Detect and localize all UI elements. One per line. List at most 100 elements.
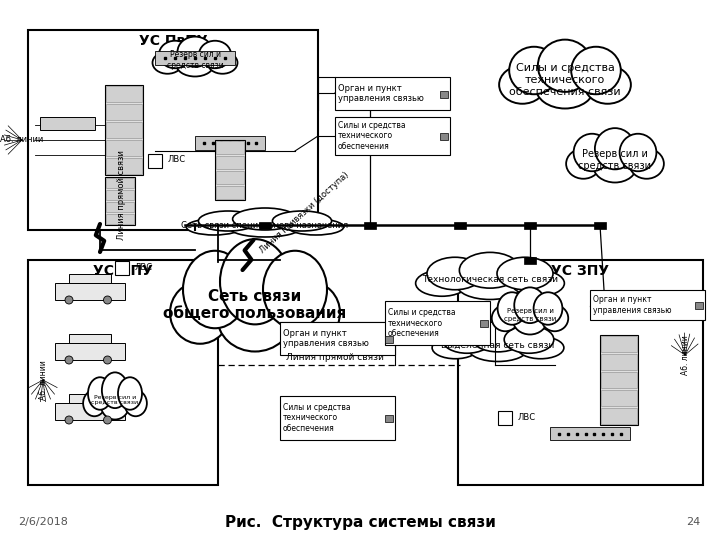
Bar (454, 221, 466, 228)
Ellipse shape (471, 322, 525, 352)
Ellipse shape (499, 66, 546, 104)
Ellipse shape (469, 337, 528, 361)
Bar (600, 335, 638, 425)
Bar (195, 136, 265, 150)
Ellipse shape (514, 287, 546, 323)
Bar (106, 122, 142, 138)
Ellipse shape (498, 292, 526, 325)
Ellipse shape (102, 373, 128, 408)
Bar (601, 408, 637, 424)
Bar (148, 154, 162, 168)
Bar (106, 158, 142, 174)
Text: Резерв сил и
средств связи: Резерв сил и средств связи (167, 50, 223, 70)
Ellipse shape (541, 305, 568, 331)
Bar (364, 221, 376, 228)
Bar (601, 336, 637, 352)
Ellipse shape (442, 326, 492, 353)
Bar (601, 390, 637, 406)
Text: Рис.  Структура системы связи: Рис. Структура системы связи (225, 515, 495, 530)
Text: Силы и средства
технического
обеспечения: Силы и средства технического обеспечения (338, 121, 405, 151)
Text: УС ЗПУ: УС ЗПУ (552, 264, 610, 278)
Bar (55, 403, 125, 420)
Text: Сеть связи специального назначения: Сеть связи специального назначения (181, 220, 348, 230)
Ellipse shape (280, 282, 340, 344)
Ellipse shape (512, 270, 564, 296)
Ellipse shape (159, 40, 191, 68)
Bar (216, 156, 244, 169)
Bar (590, 290, 705, 320)
Ellipse shape (534, 292, 562, 325)
Bar (115, 261, 129, 275)
Bar (458, 260, 703, 485)
Bar (69, 334, 111, 343)
Text: ЛВС: ЛВС (168, 156, 186, 165)
Text: УС ППУ: УС ППУ (93, 264, 153, 278)
Bar (216, 141, 244, 154)
Bar (28, 260, 218, 485)
Ellipse shape (88, 377, 112, 410)
Ellipse shape (263, 251, 327, 328)
Circle shape (104, 356, 112, 364)
Bar (216, 171, 244, 184)
Text: ЛВС: ЛВС (518, 414, 536, 422)
Bar (385, 335, 393, 342)
Bar (601, 372, 637, 388)
Ellipse shape (432, 337, 479, 359)
Bar (695, 302, 703, 309)
Bar (106, 86, 142, 102)
Ellipse shape (518, 337, 564, 359)
Bar (550, 427, 630, 440)
Ellipse shape (125, 390, 147, 416)
Ellipse shape (574, 134, 611, 171)
Ellipse shape (186, 219, 242, 235)
Ellipse shape (101, 390, 130, 420)
Bar (106, 140, 142, 156)
Bar (106, 104, 142, 120)
Text: Аб. линии: Аб. линии (38, 360, 48, 400)
Ellipse shape (459, 252, 521, 288)
Bar (440, 133, 448, 140)
Ellipse shape (536, 66, 595, 109)
Bar (105, 85, 143, 175)
Bar (69, 274, 111, 283)
Bar (106, 190, 134, 200)
Bar (385, 415, 393, 422)
Ellipse shape (415, 270, 468, 296)
Bar (215, 140, 245, 200)
Bar (40, 117, 95, 130)
Bar (440, 91, 448, 98)
Circle shape (104, 296, 112, 304)
Ellipse shape (178, 37, 212, 67)
Ellipse shape (183, 251, 247, 328)
Circle shape (65, 356, 73, 364)
Text: Силы и средства
технического
обеспечения связи: Силы и средства технического обеспечения… (509, 63, 621, 97)
Text: Аб. линии: Аб. линии (1, 136, 44, 145)
Ellipse shape (492, 305, 518, 331)
Bar (601, 354, 637, 370)
Circle shape (65, 296, 73, 304)
Bar (55, 283, 125, 300)
Bar (106, 202, 134, 212)
Bar (105, 177, 135, 225)
Text: 24: 24 (685, 517, 700, 527)
Ellipse shape (629, 148, 664, 179)
Ellipse shape (176, 52, 214, 77)
Text: Линия прямой связи: Линия прямой связи (286, 353, 384, 362)
Text: Силы и средства
технического
обеспечения: Силы и средства технического обеспечения (388, 308, 456, 338)
Text: Выделенная сеть связи: Выделенная сеть связи (441, 341, 554, 349)
Ellipse shape (288, 219, 343, 235)
Bar (69, 394, 111, 403)
Text: Резерв сил и
средств связи: Резерв сил и средств связи (578, 149, 652, 171)
Ellipse shape (217, 282, 293, 352)
Ellipse shape (538, 39, 592, 92)
Bar (106, 214, 134, 224)
Text: Силы и средства
технического
обеспечения: Силы и средства технического обеспечения (283, 403, 351, 433)
Text: Линия прямой связи: Линия прямой связи (117, 150, 127, 240)
Bar (498, 411, 512, 425)
Ellipse shape (497, 257, 553, 290)
Text: Орган и пункт
управления связью: Орган и пункт управления связью (283, 329, 369, 348)
Text: Резерв сил и
средств связи: Резерв сил и средств связи (504, 308, 556, 321)
Ellipse shape (427, 257, 483, 290)
Bar (216, 186, 244, 199)
Ellipse shape (595, 128, 635, 170)
